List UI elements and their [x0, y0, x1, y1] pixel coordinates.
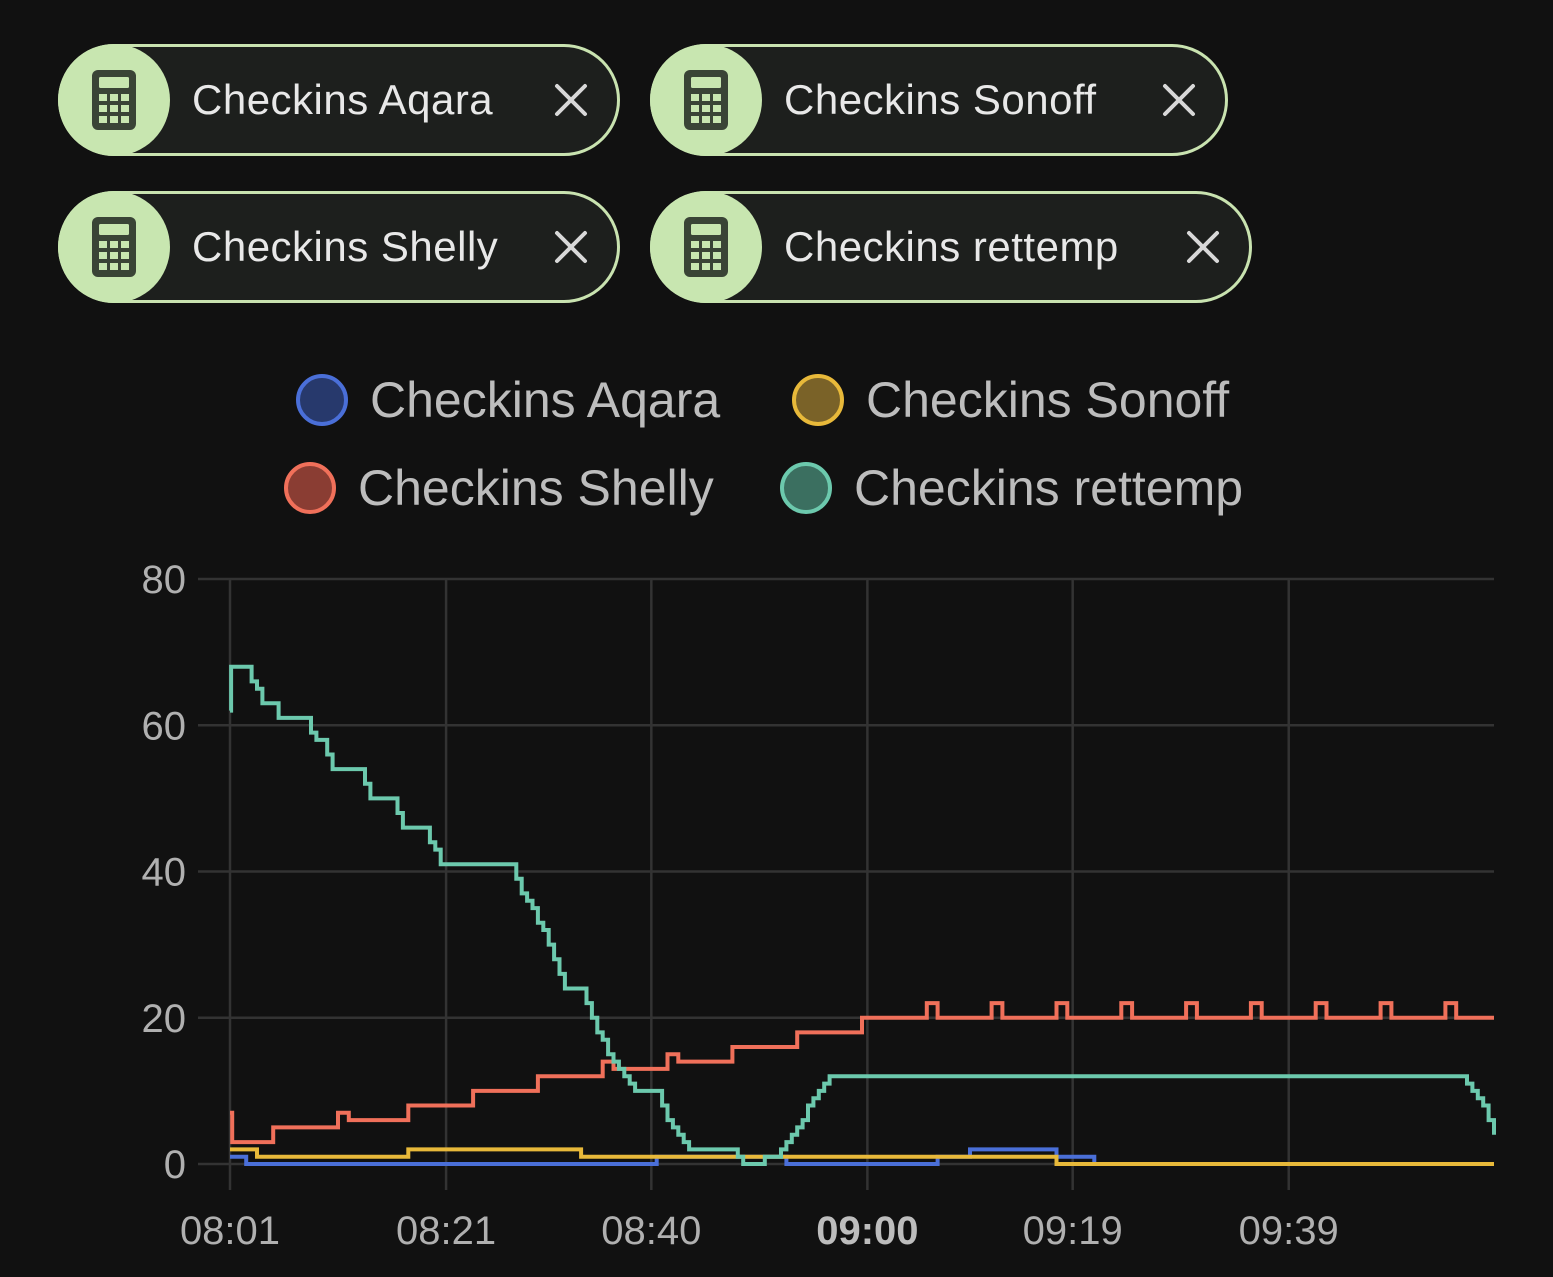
y-tick-label: 80 [142, 558, 187, 602]
series-line-checkins-rettemp[interactable] [229, 664, 1496, 1166]
chip-checkins-rettemp[interactable]: Checkins rettemp [650, 191, 1252, 303]
calculator-icon [58, 191, 170, 303]
calculator-icon [650, 44, 762, 156]
close-icon[interactable] [1183, 227, 1223, 267]
x-tick-label: 09:00 [816, 1209, 918, 1253]
y-tick-label: 40 [142, 851, 187, 895]
calculator-icon [650, 191, 762, 303]
close-icon[interactable] [1159, 80, 1199, 120]
y-tick-label: 20 [142, 997, 187, 1041]
line-chart: 0 20 40 60 80 08:01 08:21 08:40 09:00 09:19 09:39 [142, 558, 1496, 1253]
legend-label: Checkins Sonoff [866, 372, 1230, 428]
chart-series [229, 664, 1496, 1166]
series-line-checkins-sonoff[interactable] [230, 1147, 1494, 1166]
legend-label: Checkins Shelly [358, 460, 714, 516]
legend-item-sonoff[interactable]: Checkins Sonoff [792, 365, 1229, 435]
chip-checkins-shelly[interactable]: Checkins Shelly [58, 191, 620, 303]
legend-dot [792, 374, 844, 426]
chip-label: Checkins Sonoff [784, 76, 1097, 123]
y-axis-ticks: 0 20 40 60 80 [142, 558, 187, 1187]
x-tick-label: 09:19 [1023, 1209, 1123, 1253]
x-tick-label: 09:39 [1239, 1209, 1339, 1253]
chip-label: Checkins Aqara [192, 76, 494, 123]
calculator-icon [58, 44, 170, 156]
x-axis-ticks: 08:01 08:21 08:40 09:00 09:19 09:39 [180, 1209, 1339, 1253]
legend-label: Checkins rettemp [854, 460, 1244, 516]
legend-label: Checkins Aqara [370, 372, 721, 428]
x-tick-label: 08:21 [396, 1209, 496, 1253]
legend-item-aqara[interactable]: Checkins Aqara [296, 365, 720, 435]
y-tick-label: 0 [164, 1143, 186, 1187]
series-line-checkins-shelly[interactable] [230, 1001, 1494, 1145]
chip-label: Checkins Shelly [192, 223, 499, 270]
x-tick-label: 08:40 [601, 1209, 701, 1253]
legend-dot [284, 462, 336, 514]
chart-grid [198, 577, 1494, 1190]
x-tick-label: 08:01 [180, 1209, 280, 1253]
chip-checkins-sonoff[interactable]: Checkins Sonoff [650, 44, 1228, 156]
legend-item-shelly[interactable]: Checkins Shelly [284, 453, 714, 523]
entity-chips: Checkins Aqara Checkins Sonoff [0, 0, 1553, 320]
close-icon[interactable] [551, 80, 591, 120]
series-line-checkins-aqara[interactable] [230, 1147, 1494, 1166]
chart-legend: Checkins Aqara Checkins Sonoff Checkins … [0, 355, 1553, 535]
legend-item-rettemp[interactable]: Checkins rettemp [780, 453, 1243, 523]
y-tick-label: 60 [142, 704, 187, 748]
chip-label: Checkins rettemp [784, 223, 1119, 270]
close-icon[interactable] [551, 227, 591, 267]
legend-dot [780, 462, 832, 514]
legend-dot [296, 374, 348, 426]
chip-checkins-aqara[interactable]: Checkins Aqara [58, 44, 620, 156]
